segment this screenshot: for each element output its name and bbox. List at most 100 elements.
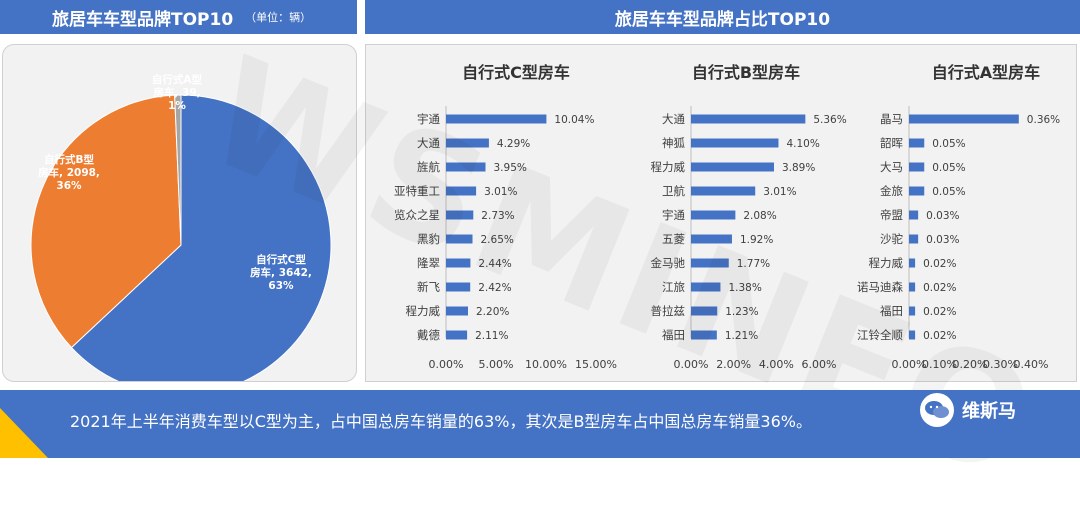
accent-triangle: [0, 408, 48, 458]
bar-value-label-0-3: 3.01%: [484, 186, 517, 198]
bar-value-label-1-3: 3.01%: [763, 186, 796, 198]
pie-chart: 自行式C型房车, 3642,63% 自行式B型房车, 2098,36% 自行式A型房…: [30, 73, 332, 396]
bar-2-6: [909, 258, 916, 268]
bar-chart-title-0: 自行式C型房车: [462, 63, 570, 82]
bar-value-label-2-9: 0.02%: [923, 330, 956, 342]
pie-label-2-0: 自行式A型: [152, 73, 203, 86]
bar-1-6: [691, 258, 729, 268]
bar-0-7: [446, 282, 471, 292]
bar-tick-label-0-3: 15.00%: [575, 358, 617, 371]
bar-category-label-0-8: 程力威: [406, 304, 441, 318]
bar-value-label-2-1: 0.05%: [932, 138, 965, 150]
bar-tick-label-1-1: 2.00%: [716, 358, 751, 371]
bar-2-3: [909, 186, 925, 196]
bar-value-label-2-5: 0.03%: [926, 234, 959, 246]
pie-label-1-2: 36%: [56, 180, 82, 192]
bar-tick-label-2-4: 0.40%: [1014, 358, 1049, 371]
bar-0-9: [446, 330, 468, 340]
brand: 维斯马: [920, 390, 1016, 430]
bar-value-label-2-0: 0.36%: [1027, 114, 1060, 126]
bar-tick-label-0-1: 5.00%: [479, 358, 514, 371]
bar-value-label-1-9: 1.21%: [725, 330, 758, 342]
bar-value-label-1-0: 5.36%: [813, 114, 846, 126]
bar-2-8: [909, 306, 916, 316]
right-header-title: 旅居车车型品牌占比TOP10: [614, 9, 831, 30]
pie-label-1-0: 自行式B型: [44, 153, 95, 166]
pie-label-0-0: 自行式C型: [256, 253, 306, 266]
pie-label-2-2: 1%: [168, 100, 186, 112]
pie-label-0-2: 63%: [268, 280, 294, 292]
bar-value-label-2-6: 0.02%: [923, 258, 956, 270]
bar-value-label-0-9: 2.11%: [475, 330, 508, 342]
bar-2-7: [909, 282, 916, 292]
bar-value-label-1-4: 2.08%: [743, 210, 776, 222]
bar-2-2: [909, 162, 925, 172]
bar-1-0: [691, 114, 806, 124]
bar-value-label-2-2: 0.05%: [932, 162, 965, 174]
bar-tick-label-0-0: 0.00%: [429, 358, 464, 371]
bar-0-3: [446, 186, 477, 196]
bar-chart-title-2: 自行式A型房车: [932, 63, 1040, 82]
bar-tick-label-2-2: 0.20%: [953, 358, 988, 371]
bar-category-label-2-2: 大马: [880, 160, 903, 174]
bar-0-1: [446, 138, 489, 148]
bar-category-label-2-0: 晶马: [880, 112, 903, 126]
bar-1-8: [691, 306, 718, 316]
bar-category-label-0-4: 览众之星: [394, 208, 440, 222]
pie-slice-2: [174, 94, 182, 246]
bar-0-6: [446, 258, 471, 268]
bar-value-label-1-8: 1.23%: [725, 306, 758, 318]
bar-category-label-1-5: 五菱: [662, 232, 685, 246]
bar-value-label-1-7: 1.38%: [728, 282, 761, 294]
pie-panel: 自行式C型 房车, 3642, 63% 自行式B型 房车, 2098, 36% 自行式A型房…: [2, 44, 357, 396]
bar-category-label-1-6: 金马驰: [651, 256, 686, 270]
bar-2-0: [909, 114, 1019, 124]
bar-1-4: [691, 210, 736, 220]
wechat-icon: [920, 393, 954, 427]
bar-category-label-1-0: 大通: [662, 112, 685, 126]
bar-value-label-0-1: 4.29%: [497, 138, 530, 150]
bar-category-label-2-4: 帝盟: [880, 208, 903, 222]
bar-category-label-2-7: 诺马迪森: [857, 280, 903, 294]
left-header-title: 旅居车车型品牌TOP10: [52, 9, 234, 30]
bar-value-label-2-4: 0.03%: [926, 210, 959, 222]
bar-value-label-2-7: 0.02%: [923, 282, 956, 294]
bar-0-4: [446, 210, 474, 220]
bar-category-label-0-9: 戴德: [417, 328, 440, 342]
bar-0-2: [446, 162, 486, 172]
bar-value-label-1-2: 3.89%: [782, 162, 815, 174]
bar-2-4: [909, 210, 919, 220]
bar-category-label-0-6: 隆翠: [417, 256, 440, 270]
bar-0-5: [446, 234, 473, 244]
pie-slice-1: [30, 94, 182, 349]
footer-text: 2021年上半年消费车型以C型为主，占中国总房车销量的63%，其次是B型房车占中…: [70, 412, 812, 431]
bar-value-label-1-5: 1.92%: [740, 234, 773, 246]
bar-category-label-2-3: 金旅: [880, 184, 903, 198]
bar-category-label-2-5: 沙驼: [880, 232, 903, 246]
bar-category-label-0-7: 新飞: [417, 280, 440, 294]
bar-category-label-0-1: 大通: [417, 136, 440, 150]
bar-value-label-0-6: 2.44%: [478, 258, 511, 270]
bar-category-label-2-8: 福田: [880, 304, 903, 318]
brand-name: 维斯马: [962, 401, 1016, 422]
bar-0-0: [446, 114, 547, 124]
pie-label-0-1: 房车, 3642,: [250, 266, 312, 279]
bar-1-1: [691, 138, 779, 148]
pie-label-2-1: 房车, 39,: [153, 86, 200, 99]
bar-value-label-0-7: 2.42%: [478, 282, 511, 294]
bar-value-label-0-0: 10.04%: [554, 114, 594, 126]
bar-tick-label-1-0: 0.00%: [674, 358, 709, 371]
bar-value-label-0-5: 2.65%: [481, 234, 514, 246]
bar-category-label-2-6: 程力威: [869, 256, 904, 270]
bar-category-label-1-3: 卫航: [662, 184, 685, 198]
bar-tick-label-2-0: 0.00%: [892, 358, 927, 371]
pie-label-1-1: 房车, 2098,: [38, 166, 100, 179]
bar-1-2: [691, 162, 774, 172]
bar-tick-label-1-3: 6.00%: [802, 358, 837, 371]
left-header: 旅居车车型品牌TOP10 （单位：辆）: [0, 0, 357, 34]
left-header-unit: （单位：辆）: [245, 11, 312, 24]
bar-1-7: [691, 282, 721, 292]
bar-category-label-1-4: 宇通: [662, 208, 685, 222]
bar-value-label-0-8: 2.20%: [476, 306, 509, 318]
